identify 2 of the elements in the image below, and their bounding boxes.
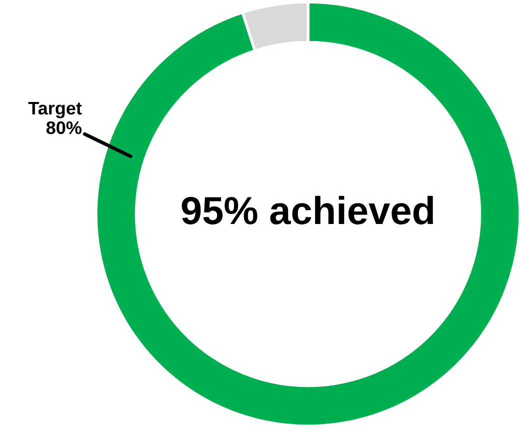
text: 95% achieved xyxy=(182,196,433,224)
text: Target 80% xyxy=(28,102,82,134)
